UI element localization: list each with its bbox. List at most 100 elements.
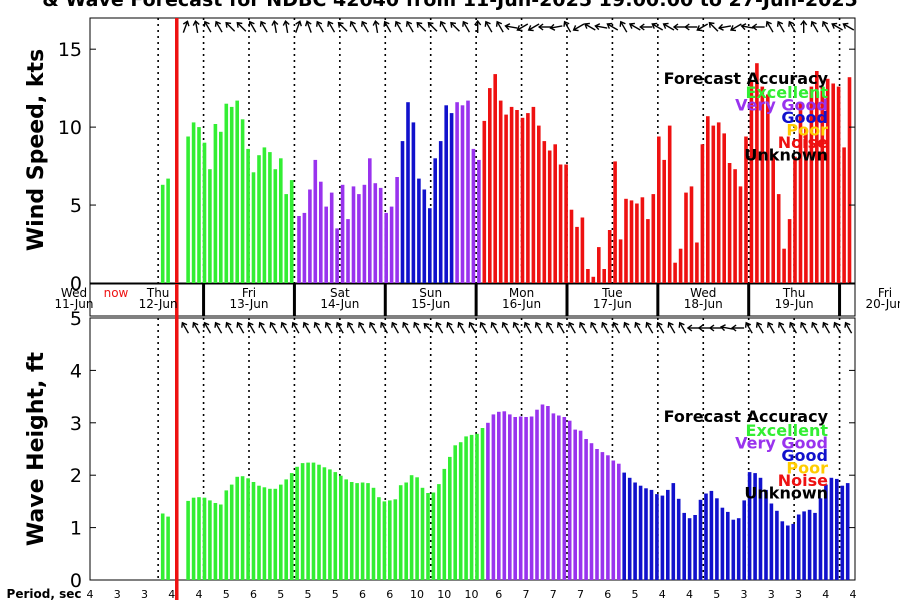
data-bar [349, 482, 354, 580]
data-bar [716, 122, 721, 284]
direction-arrow [601, 321, 610, 334]
legend-item: Poor [786, 121, 828, 140]
arrow-head [579, 321, 586, 328]
data-bar [597, 247, 601, 283]
data-bar [431, 492, 436, 580]
y-axis-title: Wave Height, ft [24, 351, 49, 546]
arrow-shaft [281, 322, 289, 334]
direction-arrow [291, 321, 300, 334]
direction-arrow [844, 321, 853, 334]
data-bar [202, 142, 207, 283]
data-bar [776, 194, 781, 283]
direction-arrow [612, 321, 621, 334]
arrow-head [271, 19, 279, 26]
period-value: 4 [850, 588, 857, 600]
arrow-head [192, 19, 200, 26]
data-bar [627, 477, 632, 580]
direction-arrow [744, 321, 753, 334]
arrow-shaft [485, 21, 493, 33]
direction-arrow [765, 20, 774, 33]
arrow-head [556, 321, 564, 328]
direction-arrow [516, 23, 529, 32]
arrow-shaft [767, 322, 775, 334]
arrow-shaft [696, 23, 709, 31]
period-value: 10 [437, 588, 451, 600]
data-bar [655, 494, 659, 580]
data-bar [324, 206, 328, 283]
period-value: 7 [550, 588, 557, 600]
arrow-head [282, 19, 290, 26]
arrow-head [236, 321, 243, 328]
data-bar [706, 116, 710, 283]
arrow-shaft [435, 322, 444, 334]
direction-arrow [416, 21, 427, 32]
day-name: Fri [242, 286, 256, 300]
data-bar [504, 114, 508, 283]
data-bar [469, 434, 474, 580]
data-bar [344, 479, 348, 580]
arrow-shaft [491, 322, 499, 334]
data-bar [422, 189, 427, 283]
data-bar [606, 455, 610, 580]
data-bar [840, 485, 845, 580]
arrow-shaft [236, 22, 247, 32]
legend-item: Unknown [744, 146, 828, 165]
direction-arrow [842, 22, 855, 31]
data-bar [553, 144, 557, 283]
data-bar [251, 172, 256, 283]
data-bar [802, 511, 806, 580]
direction-arrow [590, 321, 599, 334]
direction-arrow [259, 20, 268, 33]
arrow-head [337, 21, 344, 28]
data-bar [804, 128, 808, 283]
data-bar [649, 489, 654, 580]
data-bar [667, 125, 672, 283]
arrow-head [833, 321, 840, 328]
direction-arrow [302, 321, 311, 334]
arrow-head [416, 21, 423, 28]
arrow-shaft [416, 22, 427, 32]
arrow-shaft [789, 322, 798, 334]
direction-arrow [247, 321, 256, 334]
data-bar [382, 501, 387, 580]
arrow-head [639, 23, 645, 31]
direction-arrow [324, 321, 333, 334]
data-bar [438, 141, 443, 283]
data-bar [466, 100, 470, 283]
data-bar [551, 413, 556, 580]
day-name: Wed [690, 286, 716, 300]
arrow-shaft [502, 322, 510, 334]
arrow-head [405, 20, 413, 27]
arrow-shaft [741, 25, 754, 29]
day-date: 13-Jun [229, 297, 268, 311]
direction-arrow [236, 21, 247, 32]
direction-arrow [672, 23, 686, 31]
arrow-head [280, 321, 287, 328]
arrow-head [313, 321, 320, 328]
wave-height-panel: 0 1 2 3 4 5 Wave Height, ft Forecast AccuracyEx… [24, 308, 856, 592]
data-bar [488, 88, 492, 283]
data-bar [704, 493, 708, 580]
arrow-head [678, 321, 685, 328]
data-bar [477, 159, 481, 283]
arrow-shaft [601, 322, 610, 334]
arrow-shaft [629, 23, 641, 31]
arrow-head [203, 321, 210, 328]
arrow-shaft [469, 322, 477, 334]
day-name: Tue [601, 286, 623, 300]
y-tick-label: 2 [70, 465, 82, 487]
y-tick-label: 1 [70, 518, 82, 540]
now-label: now [104, 286, 129, 300]
data-bar [373, 183, 378, 283]
data-bar [284, 194, 288, 283]
data-bar [578, 430, 583, 580]
arrow-head [612, 321, 619, 328]
data-bar [651, 194, 656, 283]
arrow-shaft [663, 23, 675, 31]
data-bar [329, 192, 334, 283]
arrow-head [788, 20, 795, 27]
data-bar [166, 178, 170, 283]
direction-arrow [383, 20, 392, 33]
data-bar [749, 80, 754, 284]
data-bar [186, 136, 190, 283]
